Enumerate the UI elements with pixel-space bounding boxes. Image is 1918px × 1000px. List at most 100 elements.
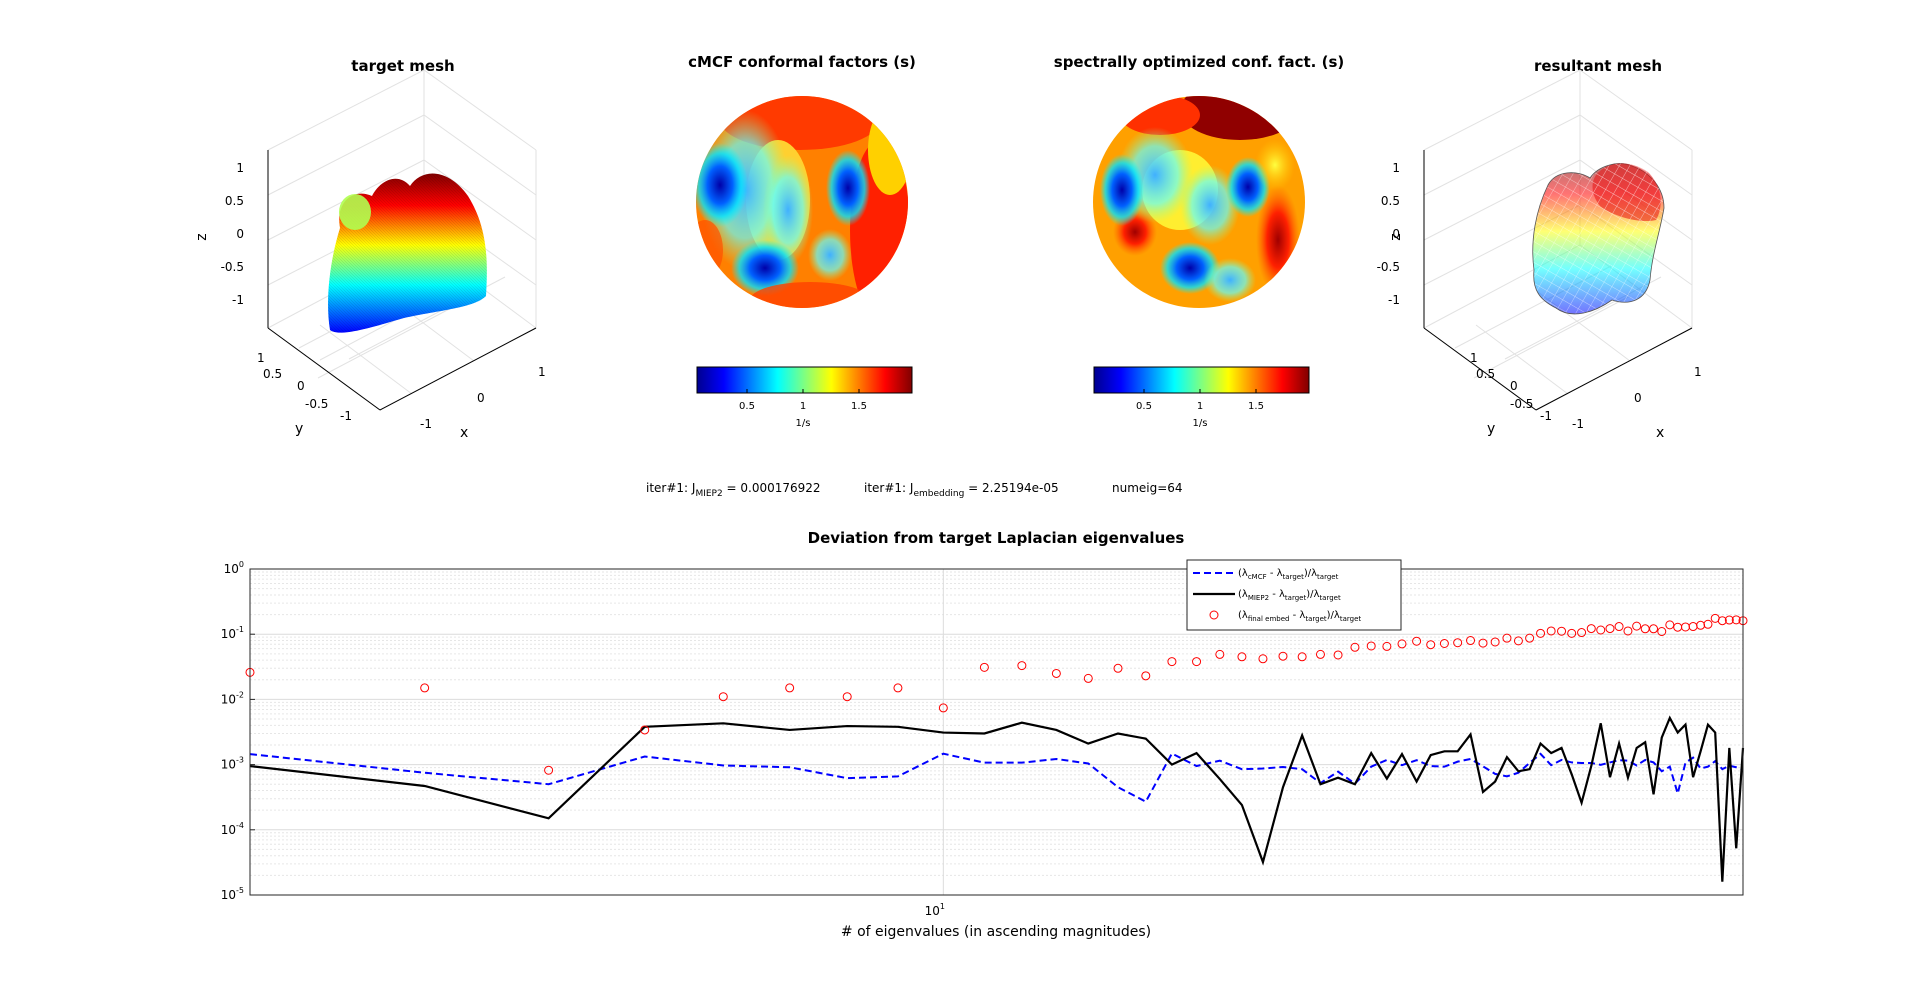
panel-title: target mesh (351, 57, 454, 75)
y-tick: -1 (340, 409, 352, 423)
chart-grid (250, 568, 1743, 896)
x-tick: -1 (1572, 417, 1584, 431)
legend-swatch-final-embed (1209, 610, 1219, 620)
y-tick: 1 (1470, 351, 1478, 365)
axis-lines (1423, 150, 1693, 411)
x-axis-label: # of eigenvalues (in ascending magnitude… (841, 924, 1151, 940)
target-mesh-surface (328, 173, 487, 333)
panel-title: spectrally optimized conf. fact. (s) (1054, 53, 1344, 71)
data-point-final_embed (1673, 622, 1683, 632)
legend-label-final-embed: (λfinal embed - λtarget)/λtarget (1238, 610, 1361, 623)
data-point-final_embed (938, 703, 948, 713)
colorbar: 0.5 1 1.5 1/s (1093, 366, 1310, 429)
data-point-final_embed (1649, 624, 1659, 634)
panel-title: resultant mesh (1534, 57, 1662, 75)
data-point-final_embed (1426, 640, 1436, 650)
data-point-final_embed (1586, 624, 1596, 634)
data-point-final_embed (1688, 622, 1698, 632)
eigenvalue-deviation-chart: Deviation from target Laplacian eigenval… (221, 529, 1748, 940)
data-point-final_embed (1605, 624, 1615, 634)
legend: (λcMCF - λtarget)/λtarget (λMIEP2 - λtar… (1186, 559, 1402, 631)
y-tick: 0.5 (1476, 367, 1495, 381)
x-tick-label: 101 (925, 902, 945, 918)
z-tick: -0.5 (1377, 260, 1400, 274)
legend-label-miep2: (λMIEP2 - λtarget)/λtarget (1238, 589, 1341, 602)
z-tick: 1 (1392, 161, 1400, 175)
x-axis-label: x (460, 425, 468, 441)
y-axis-label: y (295, 421, 303, 437)
data-point-final_embed (785, 683, 795, 693)
data-point-final_embed (1466, 636, 1476, 646)
data-point-final_embed (1167, 657, 1177, 667)
colorbar-tick: 0.5 (1136, 401, 1152, 412)
resultant-mesh-surface (1532, 163, 1665, 315)
z-tick: 1 (236, 161, 244, 175)
data-point-final_embed (1051, 668, 1061, 678)
chart-title: Deviation from target Laplacian eigenval… (808, 529, 1185, 547)
x-tick: 0 (477, 391, 485, 405)
data-point-final_embed (1731, 615, 1741, 625)
chart-series (245, 613, 1748, 882)
data-point-final_embed (1640, 624, 1650, 634)
data-point-final_embed (1439, 639, 1449, 648)
data-point-final_embed (1536, 628, 1546, 638)
z-tick: -1 (232, 293, 244, 307)
data-point-final_embed (1237, 652, 1247, 662)
z-ticks: 1 0.5 0 -0.5 -1 (221, 161, 244, 307)
data-point-final_embed (1017, 661, 1027, 671)
y-tick: 0 (1510, 379, 1518, 393)
data-point-final_embed (1623, 626, 1633, 636)
data-point-final_embed (979, 662, 989, 672)
data-point-final_embed (1632, 621, 1642, 631)
series-line-miep2 (249, 715, 1745, 882)
y-ticks: 1 0.5 0 -0.5 -1 (257, 351, 352, 423)
data-point-final_embed (1665, 620, 1675, 630)
y-tick-label: 10-4 (221, 821, 244, 837)
x-tick: 0 (1634, 391, 1642, 405)
data-point-final_embed (1525, 633, 1535, 643)
y-tick: -1 (1540, 409, 1552, 423)
data-point-final_embed (1490, 637, 1500, 647)
y-tick: -0.5 (305, 397, 328, 411)
data-point-final_embed (1717, 616, 1727, 626)
info-numeig: numeig=64 (1112, 481, 1183, 495)
y-tick: 0.5 (263, 367, 282, 381)
colorbar-tick: 1 (800, 401, 806, 412)
y-tick-label: 10-5 (221, 886, 244, 902)
data-point-final_embed (1315, 649, 1325, 659)
data-point-final_embed (1696, 620, 1706, 630)
y-tick: 0 (297, 379, 305, 393)
y-tick-label: 10-3 (221, 756, 244, 772)
info-j-miep2: iter#1: JMIEP2 = 0.000176922 (646, 481, 821, 499)
data-point-final_embed (1113, 663, 1123, 673)
data-point-final_embed (1258, 654, 1268, 664)
data-point-final_embed (1278, 651, 1288, 661)
data-point-final_embed (1513, 636, 1523, 646)
y-axis-label: y (1487, 421, 1495, 437)
series-line-cmcf (249, 752, 1744, 804)
y-tick-label: 10-1 (221, 625, 244, 641)
y-tick-labels: 10-5 10-4 10-3 10-2 10-1 100 (221, 560, 255, 902)
data-point-final_embed (1192, 657, 1202, 667)
data-point-final_embed (1297, 652, 1307, 662)
data-point-final_embed (1350, 642, 1360, 652)
data-point-final_embed (1596, 625, 1606, 635)
colorbar-tick: 1.5 (1248, 401, 1264, 412)
plot-area-box (249, 568, 1744, 896)
z-tick: 0 (236, 227, 244, 241)
colorbar-tick: 1.5 (851, 401, 867, 412)
z-tick: 0.5 (1381, 194, 1400, 208)
data-point-final_embed (1453, 638, 1463, 648)
conformal-factor-sphere (696, 96, 908, 308)
panel-target-mesh: target mesh 1 0.5 0 -0.5 -1 z 1 0.5 0 -0… (194, 57, 546, 441)
data-point-final_embed (420, 683, 430, 693)
data-point-final_embed (1577, 628, 1587, 638)
z-tick: -1 (1388, 293, 1400, 307)
data-point-final_embed (718, 692, 728, 702)
data-point-final_embed (1333, 650, 1343, 660)
x-axis-label: x (1656, 425, 1664, 441)
panel-cmcf-conformal-factors: cMCF conformal factors (s) 0.5 1 (688, 53, 916, 429)
data-point-final_embed (1724, 615, 1734, 625)
z-axis-label: z (194, 233, 210, 240)
data-point-final_embed (1680, 622, 1690, 632)
